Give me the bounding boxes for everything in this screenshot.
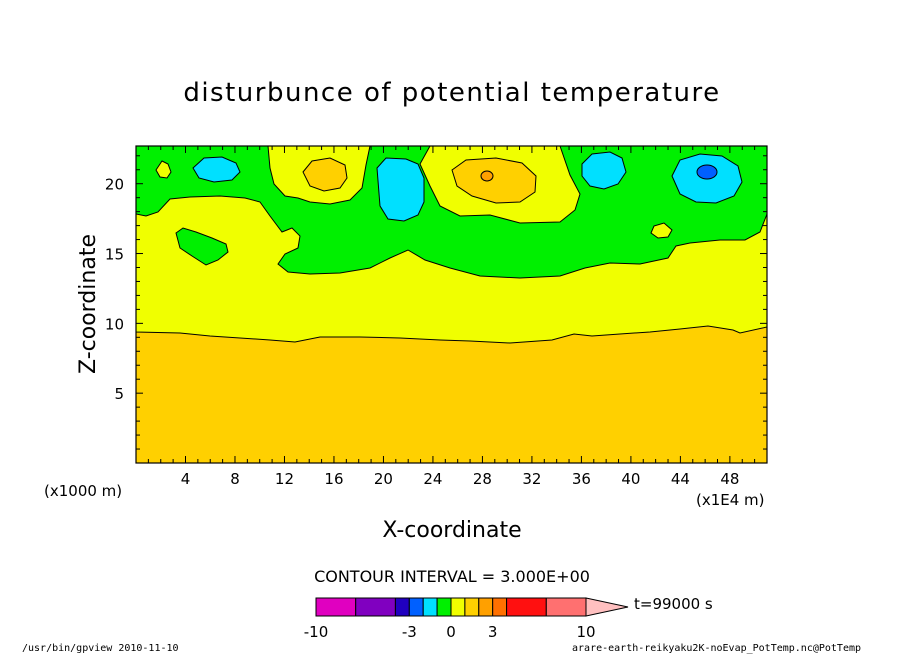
contour-orange-core (480, 170, 494, 182)
x-tick-label: 8 (230, 470, 240, 488)
plot-area (135, 145, 768, 464)
x-tick-label: 48 (720, 470, 739, 488)
x-tick-label: 32 (522, 470, 541, 488)
footer-right: arare-earth-reikyaku2K-noEvap_PotTemp.nc… (572, 643, 861, 654)
colorbar-tick-label: -3 (402, 623, 417, 641)
colorbar-bin (450, 597, 466, 617)
contour-yellow-blob (155, 160, 172, 179)
y-tick-label: 10 (105, 315, 124, 333)
colorbar-bin (355, 597, 396, 617)
x-unit-label: (x1000 m) (44, 482, 122, 500)
x-tick-label: 40 (621, 470, 640, 488)
footer-left: /usr/bin/gpview 2010-11-10 (22, 643, 179, 654)
x-tick-label: 20 (374, 470, 393, 488)
colorbar-overflow-arrow (585, 597, 629, 617)
contour-yellow-small (650, 222, 673, 239)
colorbar-bin (545, 597, 587, 617)
x-tick-label: 44 (671, 470, 690, 488)
x-tick-label: 28 (473, 470, 492, 488)
colorbar-tick-label: -10 (304, 623, 329, 641)
contour-blue-core (696, 164, 718, 180)
colorbar-bin (464, 597, 480, 617)
contour-green-blob (175, 227, 229, 266)
contour-cyan-2 (376, 157, 425, 222)
x-tick-label: 12 (275, 470, 294, 488)
colorbar (315, 597, 629, 617)
colorbar-bin (436, 597, 452, 617)
contour-orange-2 (451, 157, 537, 204)
x-scale-label: (x1E4 m) (696, 491, 765, 509)
x-tick-label: 36 (572, 470, 591, 488)
colorbar-bin (394, 597, 410, 617)
y-axis-label: Z-coordinate (76, 234, 101, 374)
contour-cyan-1 (192, 156, 241, 183)
y-tick-label: 15 (105, 246, 124, 264)
colorbar-tick-label: 0 (446, 623, 456, 641)
y-tick-label: 5 (114, 385, 124, 403)
plot-frame (135, 145, 768, 464)
x-axis: 4 8 12 16 20 24 28 32 36 40 44 48 (147, 146, 756, 488)
contour-cyan-3 (581, 151, 627, 190)
y-axis: 5 10 15 20 (105, 155, 767, 450)
y-tick-label: 20 (105, 176, 124, 194)
contour-orange-1 (302, 157, 348, 192)
x-axis-label: X-coordinate (382, 518, 521, 543)
colorbar-ticks: -10 -3 0 3 10 (304, 623, 596, 641)
colorbar-bin (408, 597, 424, 617)
colorbar-bin (506, 597, 547, 617)
chart-title: disturbunce of potential temperature (183, 78, 720, 108)
x-tick-label: 16 (324, 470, 343, 488)
colorbar-tick-label: 10 (576, 623, 595, 641)
colorbar-bin (315, 597, 357, 617)
colorbar-bin (422, 597, 438, 617)
time-label: t=99000 s (634, 595, 713, 613)
x-tick-label: 24 (423, 470, 442, 488)
colorbar-bin (478, 597, 494, 617)
contour-interval-label: CONTOUR INTERVAL = 3.000E+00 (314, 567, 590, 586)
colorbar-bin (492, 597, 508, 617)
colorbar-tick-label: 3 (488, 623, 498, 641)
x-tick-label: 4 (181, 470, 191, 488)
